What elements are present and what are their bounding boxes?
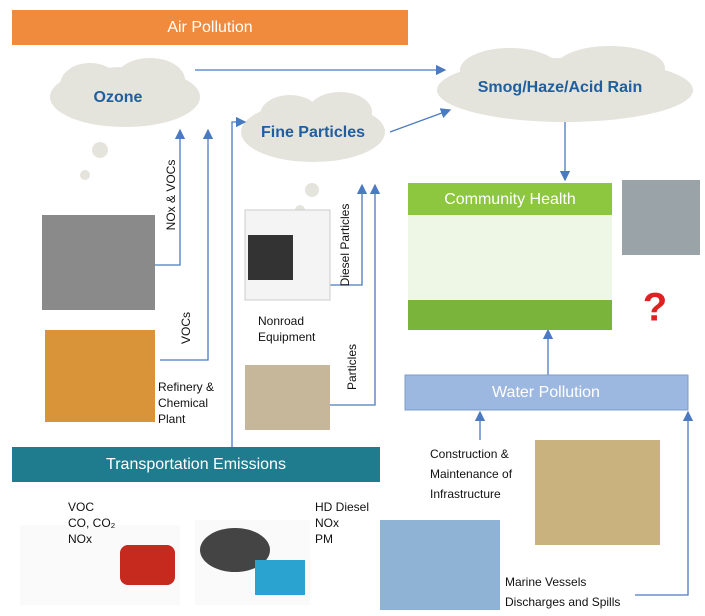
car <box>120 545 175 585</box>
cloud-ozone: Ozone <box>50 58 200 180</box>
road-work-photo <box>245 365 330 430</box>
cloud-label: Smog/Haze/Acid Rain <box>478 79 642 96</box>
watershed-image <box>535 440 660 545</box>
source-line: CO, CO₂ <box>68 516 116 530</box>
arrow-label: VOCs <box>179 312 193 344</box>
cloud-smog: Smog/Haze/Acid Rain <box>437 46 693 122</box>
traffic-photo <box>42 215 155 310</box>
source-label: Construction & Maintenance of Infrastructu… <box>430 447 513 501</box>
community-health-bar <box>408 183 612 215</box>
source-line: Chemical <box>158 396 208 410</box>
cloud-label: Fine Particles <box>261 124 365 141</box>
cloud-fine-particles: Fine Particles <box>241 92 385 215</box>
source-label: VOC CO, CO₂ NOx <box>68 500 116 546</box>
arrow-label: NOx & VOCs <box>164 160 178 231</box>
source-label: Refinery & Chemical Plant <box>158 380 214 426</box>
water-pollution-bar <box>404 374 689 411</box>
diesel-truck <box>255 560 305 595</box>
mask-picture <box>622 180 700 255</box>
community-ground <box>408 300 612 330</box>
source-line: NOx <box>68 532 92 546</box>
source-label: Marine Vessels Discharges and Spills <box>505 575 620 609</box>
source-line: Marine Vessels <box>505 575 586 589</box>
source-line: Maintenance of <box>430 467 513 481</box>
source-label: Nonroad Equipment <box>258 314 316 344</box>
source-line: Discharges and Spills <box>505 595 620 609</box>
transportation-label: Transportation Emissions <box>106 456 286 473</box>
arrow <box>389 108 452 133</box>
refinery-photo <box>45 330 155 422</box>
source-line: VOC <box>68 500 94 514</box>
arrow <box>330 183 368 286</box>
community-health-label: Community Health <box>444 191 576 208</box>
arrow <box>635 410 694 596</box>
source-line: PM <box>315 532 333 546</box>
truck-body <box>248 235 293 280</box>
source-line: Infrastructure <box>430 487 501 501</box>
question-icon: ? <box>643 286 667 330</box>
source-line: NOx <box>315 516 339 530</box>
source-line: HD Diesel <box>315 500 369 514</box>
source-line: Construction & <box>430 447 509 461</box>
water-pollution-label: Water Pollution <box>492 384 600 401</box>
header-title: Air Pollution <box>167 19 252 36</box>
source-line: Equipment <box>258 330 316 344</box>
arrow <box>160 128 214 361</box>
port-photo <box>380 520 500 610</box>
arrow <box>330 183 381 406</box>
arrow-label: Particles <box>345 344 359 390</box>
source-line: Refinery & <box>158 380 214 394</box>
smoke <box>200 528 270 572</box>
transportation-bar <box>12 447 380 482</box>
source-line: Plant <box>158 412 186 426</box>
arrow <box>231 116 247 447</box>
cloud-label: Ozone <box>94 89 143 106</box>
source-line: Nonroad <box>258 314 304 328</box>
arrow <box>155 128 186 266</box>
header-bar <box>12 10 408 45</box>
source-label: HD Diesel NOx PM <box>315 500 369 546</box>
arrow-label: Diesel Particles <box>338 204 352 287</box>
